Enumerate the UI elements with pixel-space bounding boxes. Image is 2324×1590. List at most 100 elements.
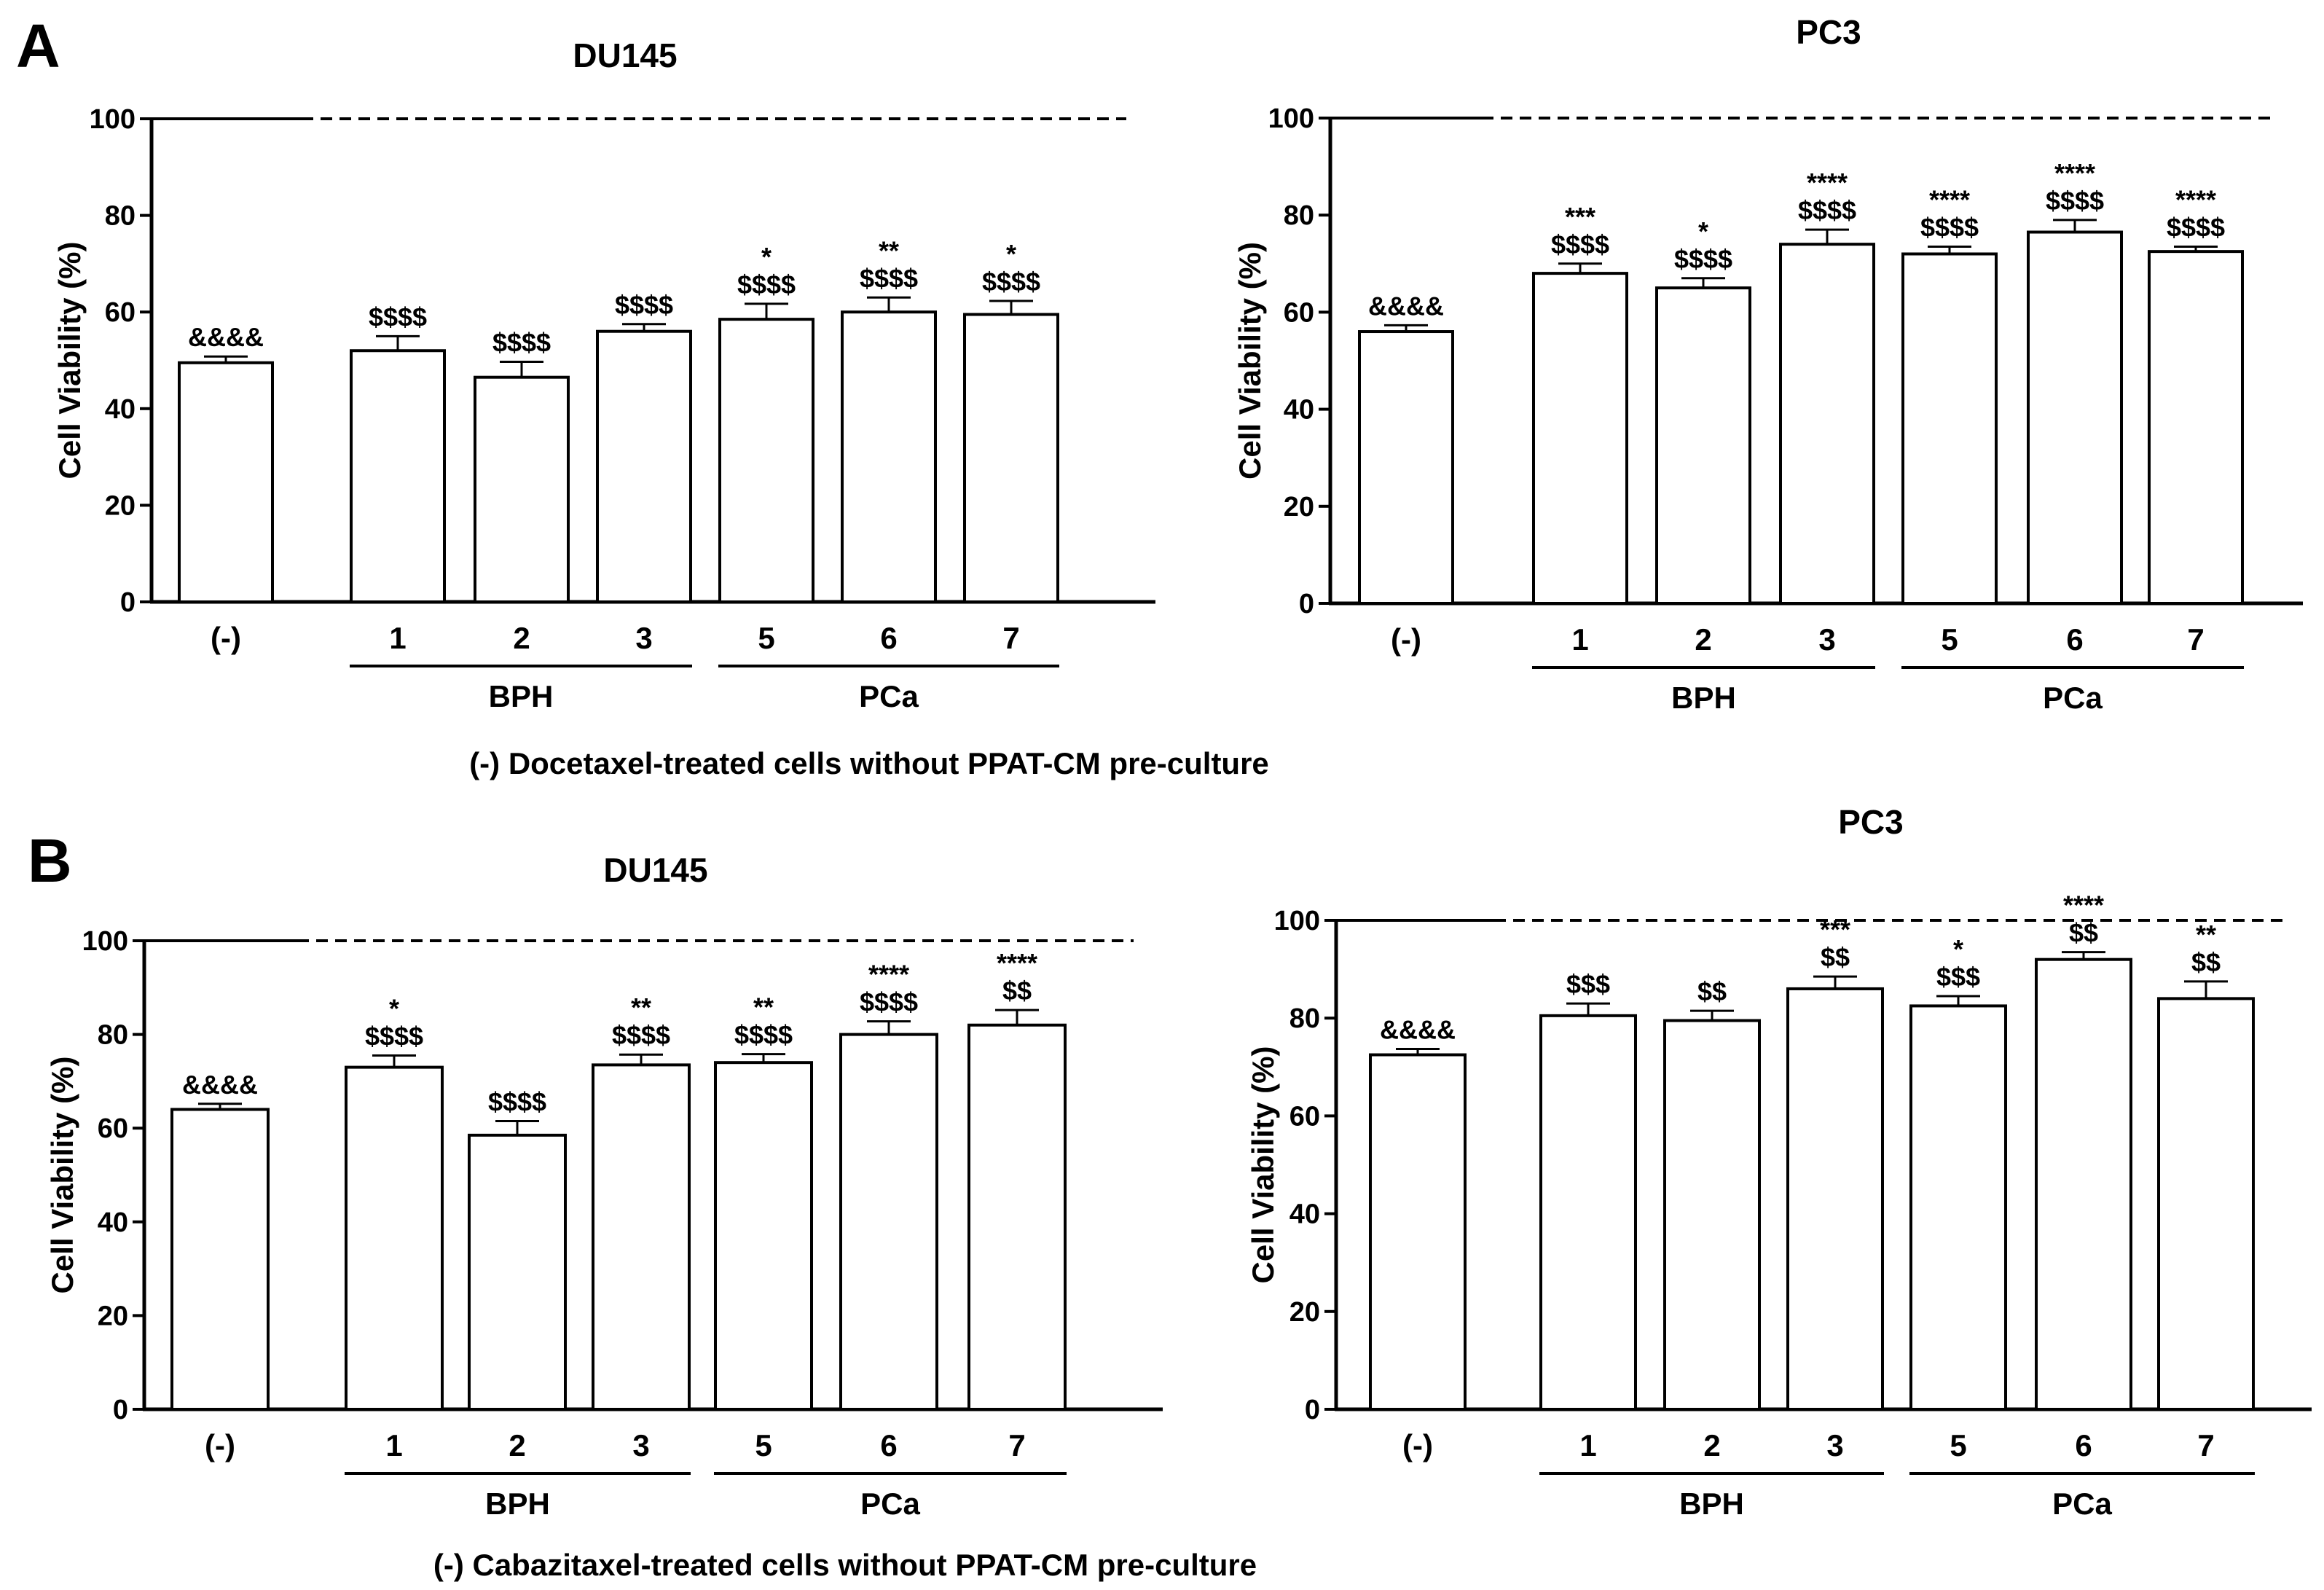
- significance-label: **: [631, 992, 651, 1022]
- significance-label: **: [879, 235, 899, 265]
- x-tick-label: 6: [2075, 1428, 2092, 1462]
- chart-b-pc3: PC3 Cell Viability (%) 0 20 40 60 80 100 &&&& (-)…: [1246, 803, 2312, 1521]
- x-tick-label: 3: [1818, 622, 1835, 657]
- y-axis-label: Cell Viability (%): [52, 242, 87, 479]
- y-tick-label: 0: [1305, 1395, 1320, 1425]
- group-label: PCa: [860, 1487, 920, 1521]
- significance-label: $$: [1821, 942, 1850, 972]
- significance-label: ****: [2054, 158, 2095, 188]
- x-tick-label: 5: [1941, 622, 1958, 657]
- significance-label: $$$$: [860, 263, 918, 293]
- significance-label: $$$$: [365, 1022, 423, 1051]
- significance-label: ****: [1807, 168, 1848, 197]
- significance-label: ****: [2063, 890, 2104, 920]
- x-tick-label: 3: [1826, 1428, 1843, 1462]
- y-axis-label: Cell Viability (%): [1233, 242, 1267, 479]
- significance-label: *: [1698, 216, 1708, 246]
- bar: [1358, 330, 1454, 605]
- significance-label: $$: [1002, 976, 1032, 1006]
- significance-label: $$$$: [369, 302, 427, 332]
- significance-label: $$$$: [615, 290, 673, 320]
- caption-a: (-) Docetaxel-treated cells without PPAT…: [469, 746, 1269, 780]
- y-tick-label: 80: [1284, 200, 1314, 231]
- x-tick-label: 2: [1695, 622, 1711, 657]
- significance-label: $$$$: [734, 1020, 793, 1050]
- x-tick-label: 1: [385, 1428, 402, 1462]
- significance-label: $$$: [1566, 969, 1610, 999]
- y-tick-label: 20: [105, 490, 136, 521]
- x-tick-label: 7: [1002, 621, 1019, 655]
- x-tick-label: 2: [1703, 1428, 1720, 1462]
- significance-label: $$$$: [860, 987, 918, 1017]
- significance-label: $$$$: [737, 270, 796, 299]
- bar: [1655, 286, 1751, 605]
- significance-label: &&&&: [1368, 291, 1444, 321]
- significance-label: $$$$: [1674, 244, 1732, 274]
- significance-label: $$$$: [1551, 230, 1609, 259]
- y-tick-label: 40: [1284, 395, 1314, 426]
- y-tick-label: 0: [120, 587, 136, 618]
- y-tick-label: 20: [1284, 492, 1314, 522]
- x-tick-label: 5: [755, 1428, 772, 1462]
- significance-label: $$$$: [1798, 195, 1856, 225]
- significance-label: ***: [1565, 202, 1595, 232]
- y-tick-label: 80: [105, 201, 136, 232]
- bar: [2035, 957, 2132, 1411]
- significance-label: &&&&: [188, 322, 264, 352]
- bar: [1909, 1004, 2007, 1411]
- group-label: PCa: [859, 679, 919, 713]
- chart-title: DU145: [573, 36, 677, 74]
- chart-title: PC3: [1838, 803, 1903, 841]
- chart-a-du145: DU145 Cell Viability (%) 0 20 40 60 80 100 &&&& (…: [52, 36, 1155, 713]
- y-tick-label: 100: [1268, 103, 1314, 134]
- x-tick-label: 7: [2187, 622, 2204, 657]
- bar: [1532, 272, 1628, 605]
- x-tick-label: 5: [758, 621, 774, 655]
- significance-label: ****: [997, 948, 1037, 978]
- bar: [2148, 250, 2244, 605]
- significance-label: ****: [868, 960, 909, 990]
- bar: [1663, 1019, 1761, 1411]
- x-tick-label: 6: [2066, 622, 2083, 657]
- group-label: PCa: [2043, 681, 2103, 715]
- y-tick-label: 20: [98, 1301, 128, 1331]
- significance-label: $$$$: [488, 1087, 546, 1117]
- x-tick-label: 2: [509, 1428, 525, 1462]
- chart-b-du145: DU145 Cell Viability (%) 0 20 40 60 80 100 &&&& (…: [45, 851, 1163, 1521]
- y-tick-label: 0: [1299, 589, 1314, 619]
- significance-label: **: [753, 992, 774, 1022]
- bar: [178, 361, 274, 603]
- y-tick-label: 100: [82, 926, 128, 957]
- group-label: BPH: [1671, 681, 1736, 715]
- bar: [1786, 987, 1884, 1411]
- significance-label: $$$$: [2167, 212, 2225, 242]
- bar: [345, 1065, 444, 1411]
- x-tick-label: (-): [1391, 622, 1421, 657]
- y-tick-label: 80: [1289, 1003, 1320, 1034]
- bar: [1539, 1014, 1637, 1411]
- x-tick-label: 1: [389, 621, 406, 655]
- panel-letter-b: B: [28, 826, 72, 895]
- bar: [170, 1108, 270, 1411]
- group-label: BPH: [485, 1487, 550, 1521]
- significance-label: $$$$: [982, 267, 1040, 297]
- x-tick-label: 2: [513, 621, 530, 655]
- y-axis-label: Cell Viability (%): [45, 1057, 79, 1294]
- significance-label: $$: [2191, 947, 2221, 977]
- y-tick-label: 20: [1289, 1297, 1320, 1328]
- bar: [839, 1033, 938, 1411]
- significance-label: $$$$: [1920, 212, 1979, 242]
- panel-letter-a: A: [16, 12, 60, 80]
- significance-label: *: [389, 994, 399, 1024]
- x-tick-label: 6: [880, 1428, 897, 1462]
- y-tick-label: 40: [105, 394, 136, 425]
- bar: [468, 1133, 567, 1411]
- significance-label: $$$$: [612, 1020, 670, 1050]
- y-tick-label: 60: [1284, 297, 1314, 328]
- group-label: BPH: [489, 679, 554, 713]
- chart-title: PC3: [1796, 13, 1861, 51]
- bar: [2027, 230, 2123, 605]
- significance-label: $$$$: [492, 327, 551, 357]
- significance-label: ****: [1929, 184, 1970, 214]
